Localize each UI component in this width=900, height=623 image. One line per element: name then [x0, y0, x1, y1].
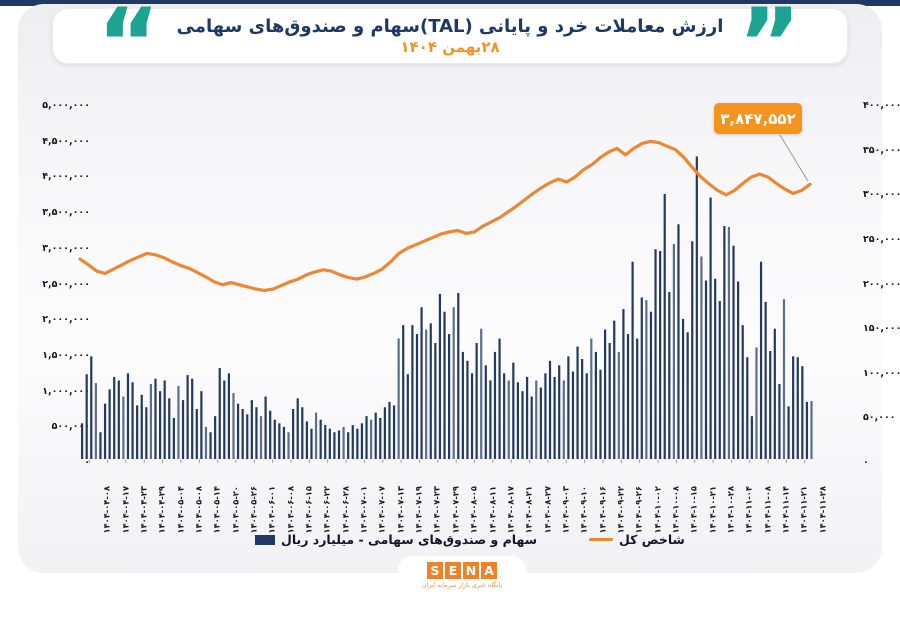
x-axis-label: ۱۴۰۴-۰۹-۲۲ [615, 486, 626, 534]
left-axis-tick: ۳,۵۰۰,۰۰۰ [42, 207, 90, 219]
chart-card: “ ارزش معاملات خرد و پایانی (TAL)سهام و … [18, 0, 900, 573]
x-axis-label: ۱۴۰۴-۰۷-۲۳ [431, 486, 442, 534]
title-block: ارزش معاملات خرد و پایانی (TAL)سهام و صن… [53, 9, 847, 63]
right-axis-tick: ۳۰۰,۰۰۰ [863, 189, 900, 201]
left-axis: ۵,۰۰۰,۰۰۰ ۴,۵۰۰,۰۰۰ ۴,۰۰۰,۰۰۰ ۳,۵۰۰,۰۰۰ ۳,۰۰… [18, 4, 90, 623]
right-axis-tick: ۰ [863, 457, 869, 468]
left-axis-tick: ۲,۵۰۰,۰۰۰ [42, 278, 90, 290]
x-axis-label: ۱۴۰۴-۰۸-۲۷ [542, 486, 553, 534]
x-axis-label: ۱۴۰۴-۰۷-۱۹ [413, 486, 424, 534]
sena-logo-letter: N [463, 562, 479, 579]
x-axis-label: ۱۴۰۴-۰۵-۰۸ [193, 486, 204, 534]
x-axis-label: ۱۴۰۴-۰۷-۰۷ [376, 486, 387, 534]
chart-title: ارزش معاملات خرد و پایانی (TAL)سهام و صن… [176, 15, 724, 37]
sena-logo-letter: S [427, 562, 443, 579]
x-axis-label: ۱۴۰۴-۱۰-۰۲ [652, 486, 663, 534]
sena-logo-letter: E [445, 562, 461, 579]
x-axis-label: ۱۴۰۴-۰۴-۲۹ [156, 486, 167, 534]
right-axis-tick: ۴۰۰,۰۰۰ [863, 100, 900, 111]
left-axis-tick: ۳,۰۰۰,۰۰۰ [42, 242, 90, 254]
logo-tagline: پایگاه خبری بازار سرمایه ایران [421, 582, 503, 589]
x-axis-label: ۱۴۰۴-۰۴-۰۸ [101, 486, 112, 534]
x-axis-label: ۱۴۰۴-۰۹-۲۶ [633, 486, 644, 534]
x-axis-label: ۱۴۰۴-۰۴-۲۳ [138, 486, 149, 534]
x-axis-label: ۱۴۰۴-۰۹-۱۶ [597, 486, 608, 534]
x-axis-label: ۱۴۰۴-۰۸-۱۷ [505, 486, 516, 534]
x-axis-label: ۱۴۰۴-۰۵-۰۴ [175, 486, 186, 534]
left-axis-tick: ۵,۰۰۰,۰۰۰ [42, 100, 90, 111]
left-axis-tick: ۰ [84, 457, 90, 468]
x-axis-label: ۱۴۰۴-۰۹-۰۳ [560, 486, 571, 534]
x-axis-label: ۱۴۰۴-۰۶-۰۸ [285, 486, 296, 534]
x-axis-label: ۱۴۰۴-۱۱-۰۸ [762, 486, 773, 534]
bar-swatch-icon [255, 534, 275, 545]
x-axis-label: ۱۴۰۴-۰۶-۰۱ [266, 486, 277, 534]
x-axis-label: ۱۴۰۴-۰۷-۰۱ [358, 486, 369, 534]
x-axis-label: ۱۴۰۴-۰۵-۱۴ [211, 486, 222, 534]
left-axis-tick: ۴,۰۰۰,۰۰۰ [42, 171, 90, 183]
sena-logo-letter: A [481, 562, 497, 579]
right-axis-tick: ۱۰۰,۰۰۰ [863, 367, 900, 379]
left-axis-tick: ۱,۵۰۰,۰۰۰ [42, 349, 90, 361]
x-axis-label: ۱۴۰۴-۰۶-۲۸ [340, 486, 351, 534]
right-axis-tick: ۱۵۰,۰۰۰ [863, 323, 900, 335]
x-axis-label: ۱۴۰۴-۱۰-۱۵ [688, 486, 699, 534]
right-axis-tick: ۲۰۰,۰۰۰ [863, 278, 900, 290]
x-axis-label: ۱۴۰۴-۰۵-۲۰ [230, 486, 241, 534]
close-quote-icon: ” [737, 0, 801, 100]
x-axis-label: ۱۴۰۴-۱۱-۲۱ [798, 486, 809, 534]
left-axis-tick: ۲,۰۰۰,۰۰۰ [42, 314, 90, 326]
x-axis-label: ۱۴۰۴-۱۱-۱۴ [780, 486, 791, 534]
x-axis-label: ۱۴۰۴-۰۷-۲۹ [450, 486, 461, 534]
right-axis-tick: ۳۵۰,۰۰۰ [863, 144, 900, 156]
top-accent-bar [0, 0, 900, 6]
x-axis-label: ۱۴۰۴-۱۰-۰۸ [670, 486, 681, 534]
x-axis-label: ۱۴۰۴-۰۴-۱۷ [120, 486, 131, 534]
x-axis-label: ۱۴۰۴-۰۹-۱۰ [578, 486, 589, 534]
x-axis-label: ۱۴۰۴-۰۵-۲۶ [248, 486, 259, 534]
x-axis-label: ۱۴۰۴-۰۶-۱۵ [303, 486, 314, 534]
right-axis: ۴۰۰,۰۰۰ ۳۵۰,۰۰۰ ۳۰۰,۰۰۰ ۲۵۰,۰۰۰ ۲۰۰,۰۰۰ ۱۵۰,۰… [863, 4, 900, 623]
legend-item-line: شاخص کل [589, 531, 685, 548]
last-value-callout: ۳,۸۴۷,۵۵۲ [714, 103, 802, 134]
legend-line-label: شاخص کل [619, 532, 685, 547]
legend-bars-label: سهام و صندوق‌های سهامی - میلیارد ریال [281, 532, 538, 547]
header: “ ارزش معاملات خرد و پایانی (TAL)سهام و … [52, 0, 848, 92]
left-axis-tick: ۱,۰۰۰,۰۰۰ [42, 385, 90, 397]
right-axis-tick: ۲۵۰,۰۰۰ [863, 233, 900, 245]
x-axis-label: ۱۴۰۴-۱۰-۲۸ [725, 486, 736, 534]
x-axis-label: ۱۴۰۴-۰۸-۰۵ [468, 486, 479, 534]
line-swatch-icon [589, 538, 613, 541]
chart-date: ۲۸بهمن ۱۴۰۴ [400, 38, 500, 57]
legend-item-bars: سهام و صندوق‌های سهامی - میلیارد ریال [255, 531, 537, 548]
x-axis-label: ۱۴۰۴-۱۱-۲۸ [817, 486, 828, 534]
x-axis-label: ۱۴۰۴-۰۸-۲۱ [523, 486, 534, 534]
open-quote-icon: “ [97, 0, 161, 100]
x-axis-label: ۱۴۰۴-۱۰-۲۱ [707, 486, 718, 534]
x-axis-label: ۱۴۰۴-۰۸-۱۱ [487, 486, 498, 534]
left-axis-tick: ۵۰۰,۰۰۰ [51, 421, 90, 433]
x-axis-label: ۱۴۰۴-۰۶-۲۲ [321, 486, 332, 534]
right-axis-tick: ۵۰,۰۰۰ [863, 412, 896, 424]
left-axis-tick: ۴,۵۰۰,۰۰۰ [42, 135, 90, 147]
x-axis-label: ۱۴۰۴-۱۱-۰۴ [743, 486, 754, 534]
x-axis-label: ۱۴۰۴-۰۷-۱۳ [395, 486, 406, 534]
